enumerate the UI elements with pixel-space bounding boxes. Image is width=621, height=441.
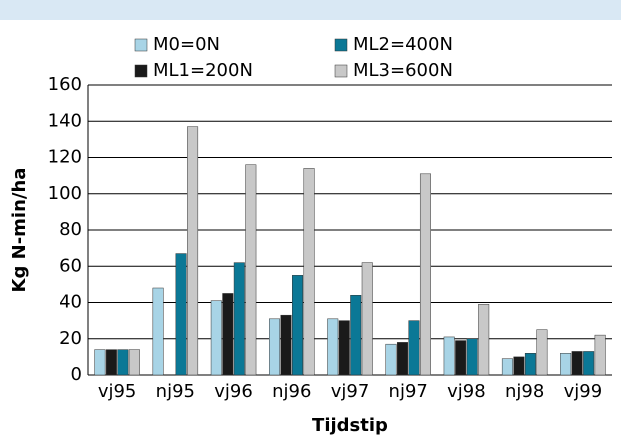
legend-swatch — [134, 64, 148, 78]
x-tick-label: vj96 — [214, 381, 253, 402]
bar — [269, 318, 281, 376]
x-tick-label: nj96 — [272, 381, 311, 402]
bar — [222, 293, 234, 376]
bar — [94, 349, 106, 376]
y-tick-label: 20 — [59, 328, 82, 349]
bar — [466, 338, 478, 376]
x-tick-label: nj97 — [389, 381, 428, 402]
bar — [361, 262, 373, 376]
x-tick-label: vj99 — [564, 381, 603, 402]
legend-label: ML2=400N — [353, 34, 453, 55]
legend-label: ML1=200N — [153, 60, 253, 81]
top-band — [0, 0, 621, 20]
y-tick-label: 60 — [59, 255, 82, 276]
x-axis-label: Tijdstip — [312, 415, 388, 436]
y-tick-label: 40 — [59, 292, 82, 313]
legend-label: M0=0N — [153, 34, 220, 55]
bar — [583, 351, 595, 376]
bar — [175, 253, 187, 376]
bar — [338, 320, 350, 376]
bar — [327, 318, 339, 376]
x-tick-label: nj95 — [156, 381, 195, 402]
bar — [233, 262, 245, 376]
bar — [571, 351, 583, 376]
y-tick-label: 100 — [48, 183, 82, 204]
legend-swatch — [334, 64, 348, 78]
bar — [280, 314, 292, 376]
x-tick-label: vj98 — [447, 381, 486, 402]
bar — [594, 334, 606, 376]
bar — [187, 126, 199, 376]
bar — [524, 353, 536, 376]
bar — [419, 173, 431, 376]
bar — [117, 349, 129, 376]
y-tick-label: 160 — [48, 74, 82, 95]
legend-swatch — [134, 38, 148, 52]
bar — [443, 336, 455, 376]
legend-label: ML3=600N — [353, 60, 453, 81]
legend-swatch — [334, 38, 348, 52]
bar — [408, 320, 420, 376]
bar — [396, 342, 408, 376]
bar — [105, 349, 117, 376]
bar — [501, 358, 513, 376]
bar — [455, 340, 467, 376]
x-tick-label: vj97 — [331, 381, 370, 402]
y-tick-label: 0 — [71, 364, 82, 385]
bar — [385, 343, 397, 376]
y-tick-label: 140 — [48, 110, 82, 131]
bar — [210, 300, 222, 376]
bar — [152, 287, 164, 376]
bar — [478, 304, 490, 376]
bar — [303, 168, 315, 376]
y-tick-label: 80 — [59, 219, 82, 240]
bar — [560, 353, 572, 376]
bar — [513, 356, 525, 376]
y-tick-label: 120 — [48, 147, 82, 168]
x-tick-label: vj95 — [98, 381, 137, 402]
bar — [245, 164, 257, 376]
bar — [128, 349, 140, 376]
bar — [536, 329, 548, 376]
bar — [292, 275, 304, 376]
bar — [350, 295, 362, 376]
y-axis-label: Kg N-min/ha — [9, 168, 30, 293]
x-tick-label: nj98 — [505, 381, 544, 402]
